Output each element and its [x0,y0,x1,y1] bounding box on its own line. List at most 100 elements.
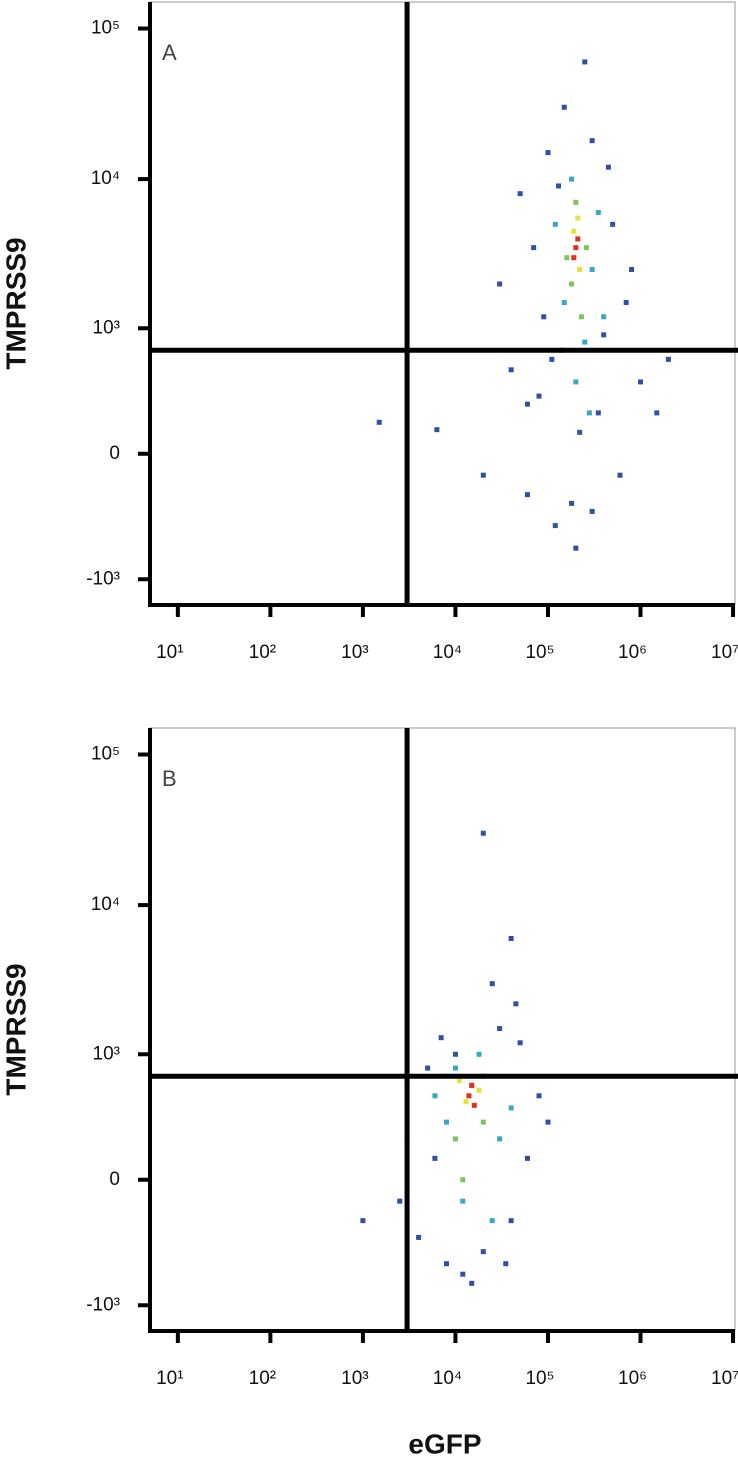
event-dot [573,199,579,205]
event-dot [480,472,486,478]
y-tick-label: 10⁴ [91,894,120,915]
event-dot [460,1271,466,1277]
event-dot [480,830,486,836]
event-dot [556,183,562,189]
y-tick-label: 10⁵ [91,744,120,765]
event-dot [589,138,595,144]
event-dot [545,150,551,156]
event-dot [569,500,575,506]
event-dot [432,1093,438,1099]
event-dot [564,255,570,261]
plot-frame [149,727,736,1332]
event-dot [469,1280,475,1286]
event-dot [573,545,579,551]
x-axis-title: eGFP [408,1428,481,1459]
y-tick-label: 10⁵ [91,18,120,39]
event-dot [360,1218,366,1224]
event-dot [456,1078,462,1084]
event-dot [471,1102,477,1108]
event-dot [536,393,542,399]
x-tick-label: 10¹ [156,642,183,663]
event-dot [497,1026,503,1032]
event-dot [561,300,567,306]
event-dot [460,1177,466,1183]
x-tick-label: 10⁵ [525,1368,554,1389]
event-dot [654,410,660,416]
x-tick-label: 10³ [341,1368,368,1389]
event-dot [376,419,382,425]
x-tick-label: 10⁷ [711,1368,738,1389]
event-dot [508,1218,514,1224]
event-dot [416,1234,422,1240]
event-dot [463,1099,469,1105]
x-tick-label: 10² [249,642,276,663]
y-axis-title: TMPRSS9 [0,963,31,1095]
plot-frame [149,1,736,606]
event-dot [524,401,530,407]
event-dot [476,1087,482,1093]
y-tick-label: 10³ [93,317,120,338]
y-tick-label: 10⁴ [91,168,120,189]
event-dot [569,176,575,182]
y-tick-label: 0 [109,1169,120,1190]
x-tick-label: 10⁴ [433,642,462,663]
y-tick-label: -10³ [86,568,120,589]
event-dot [476,1051,482,1057]
event-dot [629,267,635,273]
event-dot [575,236,581,242]
event-dot [589,508,595,514]
event-dot [617,472,623,478]
event-dot [665,356,671,362]
event-dot [432,1155,438,1161]
y-axis-title: TMPRSS9 [0,237,31,369]
event-dot [517,191,523,197]
panel-label: A [162,40,177,65]
panel-label: B [162,766,177,791]
event-dot [601,314,607,320]
event-dot [571,228,577,234]
event-dot [425,1065,431,1071]
event-dot [571,255,577,261]
event-dot [508,935,514,941]
y-tick-label: 0 [109,443,120,464]
event-dot [583,245,589,251]
event-dot [589,267,595,273]
event-dot [480,1119,486,1125]
event-dot [452,1136,458,1142]
event-dot [595,209,601,215]
x-tick-label: 10⁶ [618,1368,647,1389]
event-dot [577,429,583,435]
event-dot [513,1001,519,1007]
event-dot [552,221,558,227]
event-dot [582,339,588,345]
event-dot [569,281,575,287]
x-tick-label: 10² [249,1368,276,1389]
event-dot [541,314,547,320]
event-dot [578,314,584,320]
x-tick-label: 10⁴ [433,1368,462,1389]
event-dot [466,1093,472,1099]
y-tick-label: -10³ [86,1294,120,1315]
event-dot [582,59,588,65]
event-dot [452,1051,458,1057]
x-tick-label: 10¹ [156,1368,183,1389]
y-tick-label: 10³ [93,1043,120,1064]
event-dot [460,1198,466,1204]
event-dot [573,245,579,251]
event-dot [623,300,629,306]
event-dot [438,1035,444,1041]
event-dot [524,1155,530,1161]
event-dot [497,281,503,287]
event-dot [561,104,567,110]
event-dot [545,1119,551,1125]
event-dot [397,1198,403,1204]
event-dot [469,1082,475,1088]
event-dot [575,215,581,221]
event-dot [531,245,537,251]
event-dot [503,1261,509,1267]
event-dot [517,1040,523,1046]
x-tick-label: 10⁵ [525,642,554,663]
event-dot [605,164,611,170]
